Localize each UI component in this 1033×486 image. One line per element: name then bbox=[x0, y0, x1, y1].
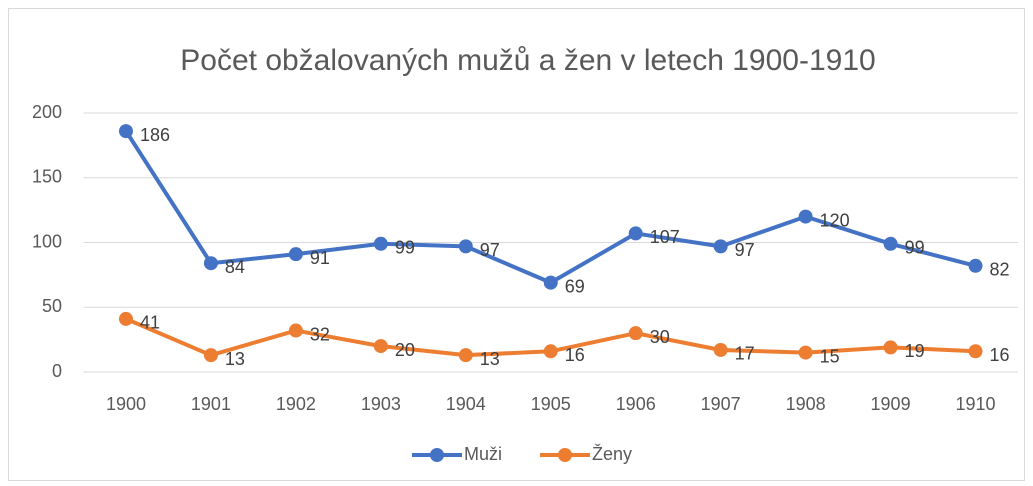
data-point bbox=[968, 344, 983, 359]
data-point bbox=[543, 275, 558, 290]
x-tick-label: 1902 bbox=[276, 394, 316, 414]
data-label: 13 bbox=[480, 349, 500, 369]
legend-marker bbox=[430, 448, 444, 462]
x-tick-label: 1905 bbox=[531, 394, 571, 414]
x-tick-label: 1901 bbox=[191, 394, 231, 414]
data-label: 30 bbox=[650, 327, 670, 347]
data-label: 99 bbox=[905, 238, 925, 258]
data-label: 16 bbox=[565, 345, 585, 365]
data-label: 15 bbox=[820, 346, 840, 366]
data-point bbox=[288, 323, 303, 338]
data-point bbox=[798, 345, 813, 360]
data-label: 99 bbox=[395, 238, 415, 258]
data-point bbox=[713, 342, 728, 357]
data-point bbox=[628, 226, 643, 241]
data-label: 107 bbox=[650, 227, 680, 247]
legend-label: Ženy bbox=[592, 444, 632, 464]
data-label: 19 bbox=[905, 341, 925, 361]
data-point bbox=[203, 256, 218, 271]
data-point bbox=[543, 344, 558, 359]
data-label: 97 bbox=[735, 240, 755, 260]
data-label: 20 bbox=[395, 340, 415, 360]
data-label: 32 bbox=[310, 324, 330, 344]
chart-border bbox=[8, 8, 1025, 481]
data-label: 41 bbox=[140, 313, 160, 333]
data-label: 91 bbox=[310, 248, 330, 268]
data-point bbox=[968, 258, 983, 273]
data-point bbox=[373, 236, 388, 251]
x-tick-label: 1906 bbox=[616, 394, 656, 414]
x-tick-label: 1900 bbox=[106, 394, 146, 414]
legend-label: Muži bbox=[464, 444, 502, 464]
data-point bbox=[118, 311, 133, 326]
x-tick-label: 1909 bbox=[871, 394, 911, 414]
data-point bbox=[628, 326, 643, 341]
data-point bbox=[713, 239, 728, 254]
data-point bbox=[883, 236, 898, 251]
data-point bbox=[373, 339, 388, 354]
data-point bbox=[288, 247, 303, 262]
x-tick-label: 1903 bbox=[361, 394, 401, 414]
data-point bbox=[458, 348, 473, 363]
chart-title: Počet obžalovaných mužů a žen v letech 1… bbox=[180, 44, 875, 77]
data-label: 82 bbox=[990, 260, 1010, 280]
x-tick-label: 1907 bbox=[701, 394, 741, 414]
data-label: 13 bbox=[225, 349, 245, 369]
data-label: 120 bbox=[820, 210, 850, 230]
data-label: 97 bbox=[480, 240, 500, 260]
data-label: 69 bbox=[565, 276, 585, 296]
y-tick-label: 0 bbox=[52, 361, 62, 381]
data-label: 17 bbox=[735, 344, 755, 364]
x-tick-label: 1910 bbox=[955, 394, 995, 414]
data-label: 84 bbox=[225, 257, 245, 277]
data-label: 16 bbox=[990, 345, 1010, 365]
y-tick-label: 50 bbox=[42, 296, 62, 316]
data-point bbox=[883, 340, 898, 355]
y-tick-label: 150 bbox=[32, 167, 62, 187]
data-point bbox=[203, 348, 218, 363]
data-label: 186 bbox=[140, 125, 170, 145]
x-tick-label: 1904 bbox=[446, 394, 486, 414]
y-tick-label: 200 bbox=[32, 102, 62, 122]
x-tick-label: 1908 bbox=[786, 394, 826, 414]
y-tick-label: 100 bbox=[32, 231, 62, 251]
data-point bbox=[458, 239, 473, 254]
legend-marker bbox=[558, 448, 572, 462]
data-point bbox=[118, 124, 133, 139]
data-point bbox=[798, 209, 813, 224]
